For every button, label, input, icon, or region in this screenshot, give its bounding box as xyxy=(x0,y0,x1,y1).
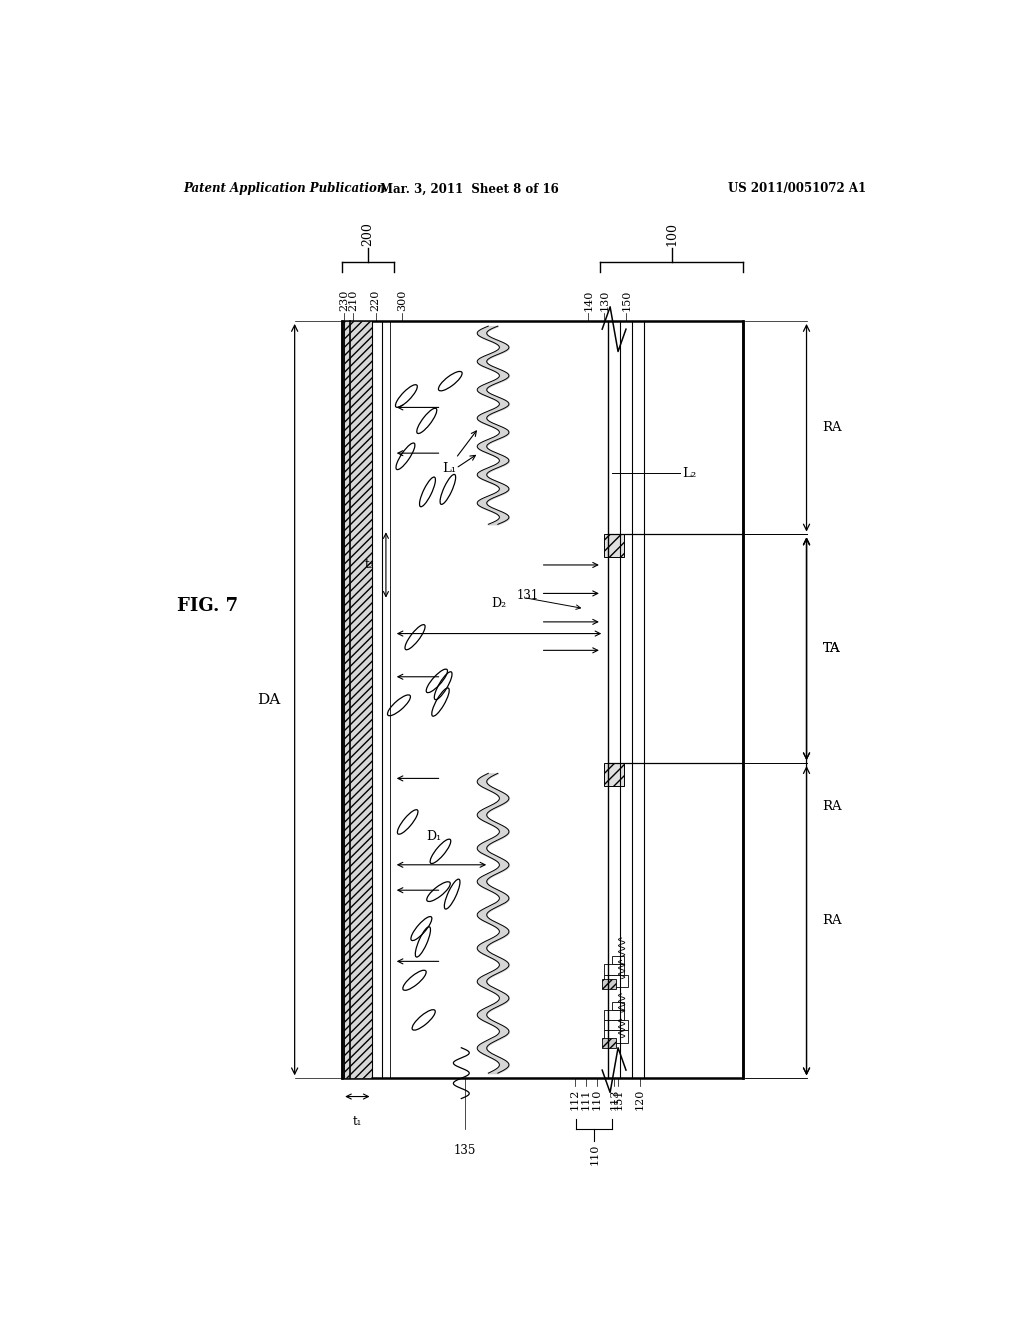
Text: 140: 140 xyxy=(584,289,593,312)
Text: 300: 300 xyxy=(396,289,407,312)
Text: 130: 130 xyxy=(599,289,609,312)
Bar xyxy=(602,978,616,989)
Text: RA: RA xyxy=(822,421,842,434)
Text: Patent Application Publication: Patent Application Publication xyxy=(183,182,386,195)
Text: 131: 131 xyxy=(517,589,539,602)
Text: L₂: L₂ xyxy=(682,467,696,480)
Text: 220: 220 xyxy=(371,289,381,312)
Text: 135: 135 xyxy=(454,1144,476,1158)
Bar xyxy=(604,1031,628,1043)
Text: DA: DA xyxy=(257,693,281,706)
Text: D₁: D₁ xyxy=(426,830,441,843)
Text: TA: TA xyxy=(822,643,840,655)
Text: 112: 112 xyxy=(569,1089,580,1110)
Text: t₁: t₁ xyxy=(352,1115,362,1127)
Text: 100: 100 xyxy=(666,222,678,246)
Text: 230: 230 xyxy=(339,289,349,312)
Text: 120: 120 xyxy=(635,1089,645,1110)
Text: 200: 200 xyxy=(361,222,375,246)
Text: 151: 151 xyxy=(613,1089,624,1110)
Bar xyxy=(344,321,373,1078)
Bar xyxy=(604,1020,628,1031)
Text: Mar. 3, 2011  Sheet 8 of 16: Mar. 3, 2011 Sheet 8 of 16 xyxy=(380,182,559,195)
Bar xyxy=(612,1002,624,1010)
Text: D₂: D₂ xyxy=(492,597,507,610)
Text: RA: RA xyxy=(822,800,842,813)
Bar xyxy=(604,974,628,987)
Text: 210: 210 xyxy=(348,289,358,312)
Text: 113: 113 xyxy=(609,1089,620,1110)
Bar xyxy=(602,1038,616,1048)
Text: RA: RA xyxy=(822,915,842,927)
Text: 110: 110 xyxy=(592,1089,602,1110)
Text: TA: TA xyxy=(822,643,840,655)
Text: 110: 110 xyxy=(589,1143,599,1164)
Bar xyxy=(612,956,624,965)
Text: t₂: t₂ xyxy=(365,558,374,572)
Text: FIG. 7: FIG. 7 xyxy=(177,597,238,615)
Bar xyxy=(604,1010,624,1020)
Text: 111: 111 xyxy=(581,1089,591,1110)
Text: 150: 150 xyxy=(622,289,632,312)
Text: L₁: L₁ xyxy=(442,462,457,475)
Bar xyxy=(604,763,624,785)
Bar xyxy=(604,535,624,557)
Bar xyxy=(342,321,743,1078)
Bar xyxy=(604,965,624,974)
Text: US 2011/0051072 A1: US 2011/0051072 A1 xyxy=(728,182,866,195)
